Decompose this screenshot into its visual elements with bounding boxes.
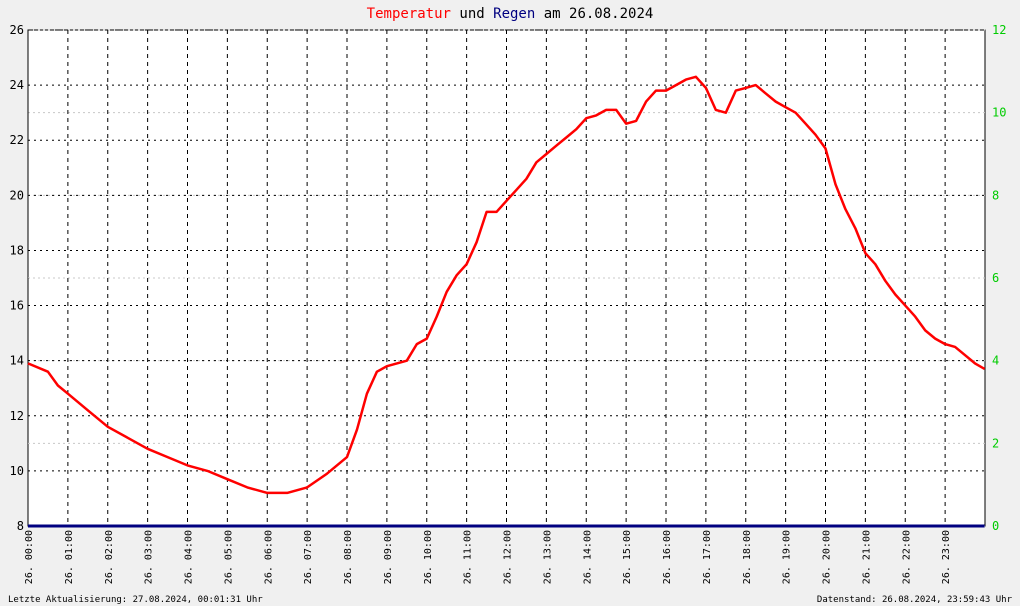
- y2-tick-label: 8: [992, 188, 999, 202]
- y-tick-label: 22: [10, 133, 24, 147]
- y2-tick-label: 10: [992, 106, 1006, 120]
- x-tick-label: 26. 05:00: [223, 530, 234, 584]
- x-tick-label: 26. 14:00: [582, 530, 593, 584]
- x-tick-label: 26. 07:00: [303, 530, 314, 584]
- x-tick-label: 26. 01:00: [64, 530, 75, 584]
- y2-tick-label: 2: [992, 436, 999, 450]
- x-tick-label: 26. 22:00: [901, 530, 912, 584]
- x-tick-label: 26. 00:00: [24, 530, 35, 584]
- y-tick-label: 16: [10, 299, 24, 313]
- y-tick-label: 18: [10, 243, 24, 257]
- x-tick-label: 26. 06:00: [263, 530, 274, 584]
- y-tick-label: 20: [10, 188, 24, 202]
- x-tick-label: 26. 17:00: [702, 530, 713, 584]
- series-line: [27, 75, 986, 495]
- y2-tick-label: 4: [992, 354, 999, 368]
- x-tick-label: 26. 20:00: [822, 530, 833, 584]
- x-tick-label: 26. 11:00: [463, 530, 474, 584]
- y2-tick-label: 12: [992, 23, 1006, 37]
- x-tick-label: 26. 09:00: [383, 530, 394, 584]
- x-tick-label: 26. 10:00: [423, 530, 434, 584]
- x-tick-label: 26. 23:00: [941, 530, 952, 584]
- y2-tick-label: 0: [992, 519, 999, 533]
- y-tick-label: 12: [10, 409, 24, 423]
- y-tick-label: 24: [10, 78, 24, 92]
- y-tick-label: 10: [10, 464, 24, 478]
- title-part: Regen: [493, 6, 535, 22]
- title-part: und: [459, 6, 484, 22]
- chart-title: Temperatur und Regen am 26.08.2024: [367, 6, 654, 22]
- title-part: am 26.08.2024: [544, 6, 654, 22]
- x-tick-label: 26. 15:00: [622, 530, 633, 584]
- x-tick-label: 26. 03:00: [144, 530, 155, 584]
- x-tick-label: 26. 19:00: [782, 530, 793, 584]
- title-part: Temperatur: [367, 6, 451, 22]
- x-tick-label: 26. 16:00: [662, 530, 673, 584]
- y-tick-label: 26: [10, 23, 24, 37]
- x-tick-label: 26. 04:00: [184, 530, 195, 584]
- x-tick-label: 26. 12:00: [503, 530, 514, 584]
- x-tick-label: 26. 13:00: [542, 530, 553, 584]
- y2-tick-label: 6: [992, 271, 999, 285]
- footer-left: Letzte Aktualisierung: 27.08.2024, 00:01…: [8, 595, 263, 605]
- x-tick-label: 26. 02:00: [104, 530, 115, 584]
- x-tick-label: 26. 21:00: [861, 530, 872, 584]
- y-tick-label: 14: [10, 354, 24, 368]
- x-tick-label: 26. 08:00: [343, 530, 354, 584]
- x-tick-label: 26. 18:00: [742, 530, 753, 584]
- footer-right: Datenstand: 26.08.2024, 23:59:43 Uhr: [817, 595, 1013, 605]
- y-tick-label: 8: [17, 519, 24, 533]
